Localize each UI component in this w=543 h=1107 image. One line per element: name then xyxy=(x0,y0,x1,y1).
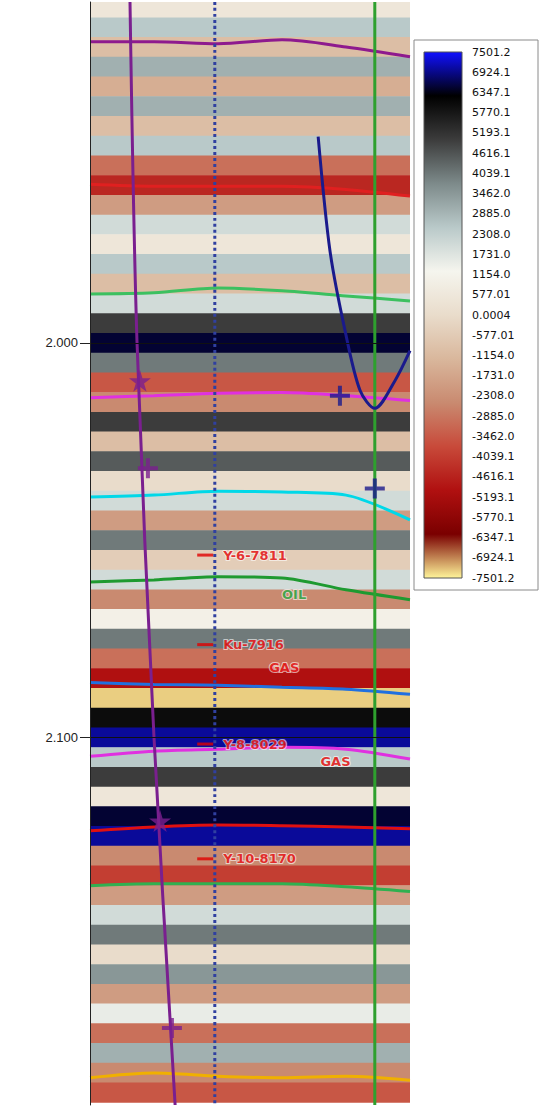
svg-text:-6347.1: -6347.1 xyxy=(472,531,514,544)
svg-text:4039.1: 4039.1 xyxy=(472,167,511,180)
svg-text:-1154.0: -1154.0 xyxy=(472,349,514,362)
svg-text:577.01: 577.01 xyxy=(472,288,511,301)
svg-text:Y-6-7811: Y-6-7811 xyxy=(222,548,287,563)
svg-text:-6924.1: -6924.1 xyxy=(472,551,514,564)
svg-text:2885.0: 2885.0 xyxy=(472,207,511,220)
svg-text:6347.1: 6347.1 xyxy=(472,86,511,99)
svg-text:1731.0: 1731.0 xyxy=(472,248,511,261)
svg-text:GAS: GAS xyxy=(269,660,299,675)
svg-text:6924.1: 6924.1 xyxy=(472,66,511,79)
svg-text:-4039.1: -4039.1 xyxy=(472,450,514,463)
svg-text:-4616.1: -4616.1 xyxy=(472,470,514,483)
svg-text:0.0004: 0.0004 xyxy=(472,309,511,322)
svg-text:5193.1: 5193.1 xyxy=(472,126,511,139)
svg-text:Y-10-8170: Y-10-8170 xyxy=(222,851,296,866)
svg-text:4616.1: 4616.1 xyxy=(472,147,511,160)
svg-text:-577.01: -577.01 xyxy=(472,329,514,342)
svg-text:Y-8-8029: Y-8-8029 xyxy=(222,737,287,752)
svg-text:3462.0: 3462.0 xyxy=(472,187,511,200)
svg-text:-5193.1: -5193.1 xyxy=(472,491,514,504)
svg-text:2308.0: 2308.0 xyxy=(472,228,511,241)
svg-text:-2885.0: -2885.0 xyxy=(472,410,514,423)
svg-text:-3462.0: -3462.0 xyxy=(472,430,514,443)
svg-text:-7501.2: -7501.2 xyxy=(472,572,514,585)
svg-text:-5770.1: -5770.1 xyxy=(472,511,514,524)
svg-text:7501.2: 7501.2 xyxy=(472,46,511,59)
svg-text:GAS: GAS xyxy=(320,754,350,769)
svg-text:Ku-7916: Ku-7916 xyxy=(223,637,284,652)
svg-text:-1731.0: -1731.0 xyxy=(472,369,514,382)
svg-text:5770.1: 5770.1 xyxy=(472,106,511,119)
svg-text:2.000: 2.000 xyxy=(45,335,78,350)
svg-text:2.100: 2.100 xyxy=(45,730,78,745)
svg-text:1154.0: 1154.0 xyxy=(472,268,511,281)
svg-text:OIL: OIL xyxy=(282,587,306,602)
svg-text:-2308.0: -2308.0 xyxy=(472,389,514,402)
